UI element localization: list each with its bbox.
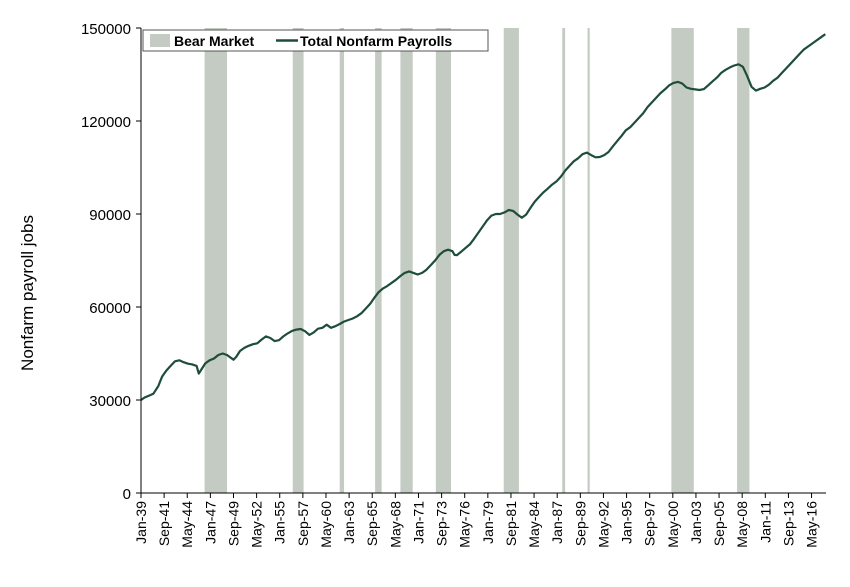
x-tick-label: Jan-11 — [757, 501, 773, 543]
legend-swatch-bear-market — [150, 34, 170, 47]
x-tick-label: May-16 — [804, 501, 820, 548]
y-tick-label: 30000 — [89, 393, 131, 410]
x-tick-label: Sep-13 — [780, 501, 796, 546]
axes — [140, 28, 826, 494]
x-tick-label: Sep-73 — [434, 501, 450, 546]
x-tick-label: May-08 — [734, 501, 750, 548]
bear-market-band-1 — [204, 28, 227, 493]
x-tick-label: Jan-95 — [619, 501, 635, 544]
bear-market-band-5 — [400, 28, 413, 493]
x-tick-label: Sep-41 — [156, 501, 172, 546]
x-tick-label: May-84 — [526, 501, 542, 548]
x-tick-label: May-76 — [457, 501, 473, 548]
legend: Bear Market Total Nonfarm Payrolls — [142, 29, 489, 52]
bear-market-band-10 — [671, 28, 694, 493]
y-axis-label: Nonfarm payroll jobs — [18, 215, 37, 371]
y-axis-ticks: 0 30000 60000 90000 120000 150000 — [81, 21, 141, 503]
payrolls-line-group — [140, 33, 826, 401]
x-tick-label: Sep-05 — [711, 501, 727, 546]
x-tick-label: May-68 — [387, 501, 403, 548]
bear-market-band-8 — [562, 28, 566, 493]
y-tick-label: 90000 — [89, 207, 131, 224]
legend-label-payrolls: Total Nonfarm Payrolls — [300, 33, 452, 49]
x-tick-label: May-44 — [179, 501, 195, 548]
x-tick-label: Jan-79 — [480, 501, 496, 544]
bear-market-band-9 — [587, 28, 590, 493]
x-tick-label: May-52 — [249, 501, 265, 548]
legend-label-bear-market: Bear Market — [174, 33, 254, 49]
bear-market-band-11 — [737, 28, 750, 493]
x-tick-label: Jan-87 — [549, 501, 565, 544]
x-axis-ticks: Jan-39 Sep-41 May-44 Jan-47 Sep-49 May-52 Jan-… — [133, 493, 820, 548]
x-tick-label: Sep-89 — [572, 501, 588, 546]
y-tick-label: 0 — [123, 486, 131, 503]
x-tick-label: May-60 — [318, 501, 334, 548]
bear-market-band-7 — [503, 28, 519, 493]
y-tick-label: 150000 — [81, 21, 131, 38]
bear-market-band-2 — [292, 28, 304, 493]
bear-market-shading — [204, 28, 750, 493]
x-tick-label: Jan-63 — [341, 501, 357, 544]
bear-market-band-3 — [339, 28, 345, 493]
x-tick-label: Jan-47 — [202, 501, 218, 544]
x-tick-label: May-00 — [665, 501, 681, 548]
x-tick-label: Jan-55 — [272, 501, 288, 544]
x-tick-label: Sep-81 — [503, 501, 519, 546]
bear-market-band-4 — [375, 28, 382, 493]
x-tick-label: Jan-39 — [133, 501, 149, 544]
x-tick-label: Sep-65 — [364, 501, 380, 546]
bear-market-band-6 — [435, 28, 451, 493]
x-tick-label: Jan-71 — [410, 501, 426, 544]
x-tick-label: Sep-57 — [295, 501, 311, 546]
x-tick-label: Jan-03 — [688, 501, 704, 544]
legend-box — [142, 29, 489, 52]
x-tick-label: Sep-49 — [225, 501, 241, 546]
y-tick-label: 60000 — [89, 300, 131, 317]
series-line-payrolls — [140, 33, 826, 401]
x-tick-label: May-92 — [595, 501, 611, 548]
x-tick-label: Sep-97 — [642, 501, 658, 546]
y-tick-label: 120000 — [81, 114, 131, 131]
